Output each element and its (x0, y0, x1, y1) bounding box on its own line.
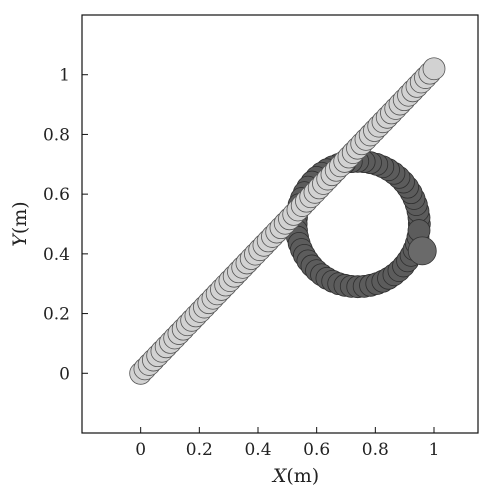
line-point (422, 57, 446, 81)
y-axis-label: Y(m) (9, 201, 31, 246)
x-tick-label: 0.2 (186, 440, 213, 460)
x-axis-variable: X (271, 465, 288, 487)
trajectory-marks (129, 57, 446, 385)
x-axis-label: X(m) (271, 465, 319, 487)
x-tick-label: 0 (135, 440, 146, 460)
y-tick-label: 0 (59, 364, 70, 384)
x-tick-label: 1 (429, 440, 440, 460)
y-tick-label: 0.4 (43, 245, 70, 265)
x-tick-label: 0.4 (244, 440, 271, 460)
y-tick-label: 1 (59, 66, 70, 86)
ring-final-point (407, 236, 437, 266)
x-tick-label: 0.8 (362, 440, 389, 460)
x-tick-label: 0.6 (303, 440, 330, 460)
x-axis-unit: (m) (286, 465, 319, 487)
y-tick-label: 0.2 (43, 305, 70, 325)
y-tick-label: 0.6 (43, 185, 70, 205)
axis-ticks: 0 0.2 0.4 0.6 0.8 1 0 0.2 0.4 0.6 0.8 1 (43, 66, 439, 460)
y-tick-label: 0.8 (43, 125, 70, 145)
y-axis-variable: Y (9, 232, 31, 247)
y-axis-unit: (m) (9, 201, 31, 234)
plot-frame (81, 14, 479, 434)
